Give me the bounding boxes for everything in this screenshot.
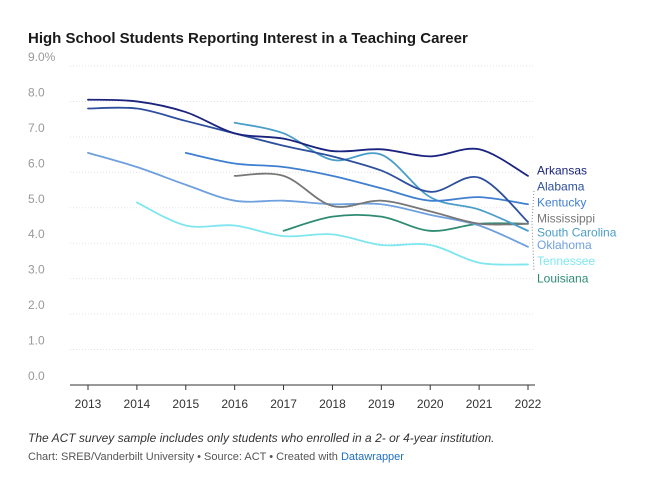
series-label-kentucky: Kentucky: [537, 195, 586, 209]
x-tick-label: 2018: [319, 397, 346, 411]
credit-text: Chart: SREB/Vanderbilt University • Sour…: [28, 451, 341, 463]
x-tick-label: 2013: [75, 397, 102, 411]
chart-credit: Chart: SREB/Vanderbilt University • Sour…: [28, 451, 404, 463]
y-tick-label: 7.0: [28, 121, 45, 135]
x-tick-label: 2021: [466, 397, 493, 411]
x-tick-label: 2015: [172, 397, 199, 411]
y-tick-label: 6.0: [28, 156, 45, 170]
series-label-arkansas: Arkansas: [537, 164, 587, 178]
series-line-tennessee: [135, 201, 529, 266]
series-label-oklahoma: Oklahoma: [537, 238, 592, 252]
y-tick-label: 1.0: [28, 334, 45, 348]
series-line-mississippi: [233, 172, 529, 226]
label-leader-alabama: [531, 190, 535, 222]
series-line-alabama: [87, 106, 529, 223]
x-axis: 2013 2014 2015 2016 2017 2018 2019 2020 2021 2022: [70, 384, 542, 411]
series-line-kentucky: [184, 151, 529, 206]
y-tick-label: 3.0: [28, 263, 45, 277]
series-line-arkansas: [87, 98, 529, 177]
series-lines: [87, 98, 529, 266]
series-label-louisiana: Louisiana: [537, 272, 589, 286]
chart-note: The ACT survey sample includes only stud…: [28, 431, 495, 445]
gridlines: [70, 65, 535, 351]
x-tick-label: 2022: [515, 397, 542, 411]
series-label-tennessee: Tennessee: [537, 254, 595, 268]
x-tick-label: 2016: [221, 397, 248, 411]
chart-title: High School Students Reporting Interest …: [28, 30, 468, 47]
x-tick-label: 2019: [368, 397, 395, 411]
y-axis-ticks: 0.0 1.0 2.0 3.0 4.0 5.0 6.0 7.0 8.0 9.0%: [28, 50, 56, 383]
y-tick-label: 5.0: [28, 192, 45, 206]
y-tick-label: 9.0%: [28, 50, 56, 64]
series-label-mississippi: Mississippi: [537, 211, 595, 225]
y-tick-label: 2.0: [28, 298, 45, 312]
x-tick-label: 2014: [124, 397, 151, 411]
y-tick-label: 8.0: [28, 85, 45, 99]
label-leader-louisiana: [531, 223, 535, 271]
x-tick-label: 2017: [270, 397, 297, 411]
x-tick-label: 2020: [417, 397, 444, 411]
series-line-louisiana: [282, 213, 529, 232]
series-label-south-carolina: South Carolina: [537, 226, 617, 240]
datawrapper-link[interactable]: Datawrapper: [340, 451, 404, 463]
y-tick-label: 0.0: [28, 369, 45, 383]
series-line-oklahoma: [87, 151, 529, 248]
series-label-alabama: Alabama: [537, 180, 585, 194]
series-line-south-carolina: [233, 121, 529, 232]
y-tick-label: 4.0: [28, 227, 45, 241]
